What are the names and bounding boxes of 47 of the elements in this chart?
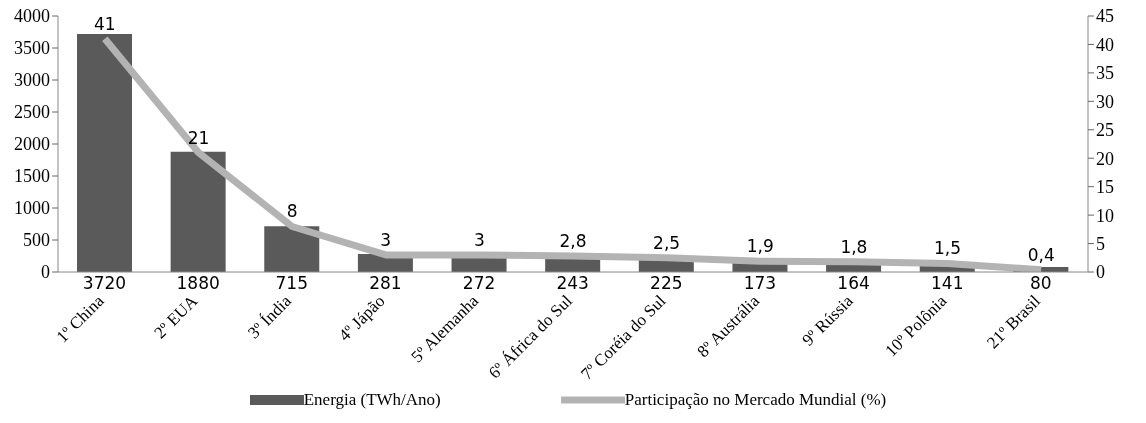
data-label: 3 bbox=[473, 229, 485, 250]
y2-tick-label: 20 bbox=[1096, 148, 1114, 169]
y2-tick-label: 45 bbox=[1096, 6, 1114, 27]
legend-label: Energia (TWh/Ano) bbox=[303, 390, 441, 410]
data-label: 2,8 bbox=[559, 231, 587, 252]
y2-tick-label: 30 bbox=[1096, 91, 1114, 112]
y-tick-label: 1500 bbox=[14, 166, 50, 187]
y-tick-label: 3000 bbox=[14, 70, 50, 91]
data-label: 1,8 bbox=[840, 236, 868, 257]
y-tick-label: 4000 bbox=[14, 6, 50, 27]
data-label: 1,9 bbox=[746, 236, 774, 257]
data-label: 21 bbox=[187, 127, 210, 148]
data-label: 3 bbox=[380, 229, 392, 250]
y-tick-label: 500 bbox=[23, 230, 50, 251]
data-label: 0,4 bbox=[1027, 244, 1055, 265]
data-label: 1880 bbox=[176, 273, 220, 293]
y-tick-label: 2000 bbox=[14, 134, 50, 155]
data-label: 2,5 bbox=[653, 232, 681, 253]
data-label: 141 bbox=[931, 273, 964, 293]
y-tick-label: 3500 bbox=[14, 38, 50, 59]
y-tick-label: 2500 bbox=[14, 102, 50, 123]
data-label: 3720 bbox=[82, 273, 127, 293]
data-label: 8 bbox=[286, 201, 298, 222]
bar bbox=[170, 151, 226, 272]
y2-tick-label: 0 bbox=[1096, 262, 1105, 283]
x-tick-label: 3º Índia bbox=[244, 291, 296, 343]
y2-tick-label: 10 bbox=[1096, 205, 1114, 226]
y-tick-label: 1000 bbox=[14, 198, 50, 219]
y2-tick-label: 25 bbox=[1096, 120, 1114, 141]
y2-tick-label: 5 bbox=[1096, 233, 1105, 254]
data-label: 164 bbox=[837, 273, 870, 293]
data-label: 272 bbox=[462, 273, 496, 293]
y2-tick-label: 15 bbox=[1096, 177, 1114, 198]
data-label: 173 bbox=[743, 273, 777, 293]
data-label: 243 bbox=[556, 273, 589, 293]
data-label: 41 bbox=[94, 13, 116, 34]
y2-tick-label: 35 bbox=[1096, 63, 1114, 84]
data-label: 1,5 bbox=[934, 238, 962, 259]
y-tick-label: 0 bbox=[41, 262, 50, 283]
y2-tick-label: 40 bbox=[1096, 34, 1114, 55]
data-label: 281 bbox=[369, 273, 402, 293]
data-label: 715 bbox=[275, 273, 308, 293]
data-label: 80 bbox=[1030, 273, 1052, 293]
data-label: 225 bbox=[650, 273, 683, 293]
legend-label: Participação no Mercado Mundial (%) bbox=[624, 390, 887, 410]
bar bbox=[264, 226, 320, 272]
bar bbox=[77, 33, 132, 272]
